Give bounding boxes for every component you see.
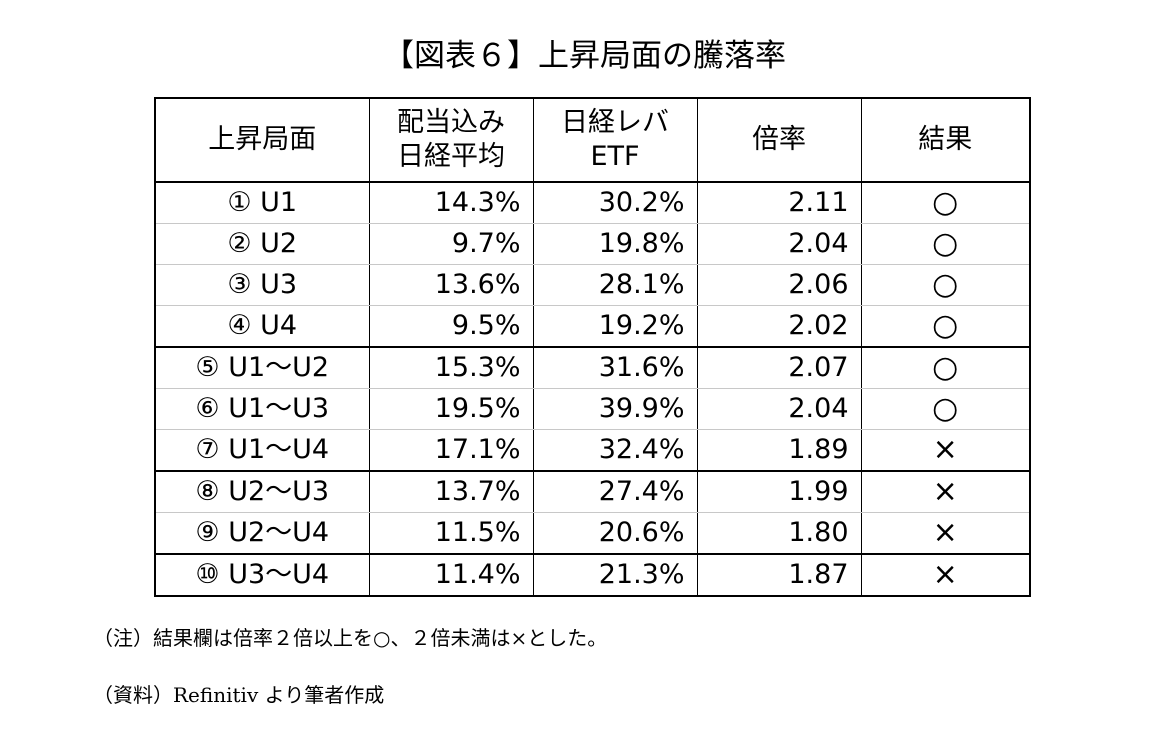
leverage-etf-table: 上昇局面 配当込み 日経平均 日経レバ ETF 倍率 結果 ① U1 14.3%…: [154, 97, 1031, 597]
header-etf-line1: 日経レバ: [561, 107, 669, 138]
cell-ratio: 1.87: [696, 554, 862, 597]
header-ratio-label: 倍率: [752, 124, 806, 155]
cell-nikkei: 13.7%: [368, 471, 534, 513]
header-ratio: 倍率: [696, 97, 862, 183]
cell-nikkei: 9.7%: [368, 223, 534, 265]
header-phase-label: 上昇局面: [208, 124, 317, 155]
cell-phase: ③ U3: [154, 264, 370, 306]
header-result-label: 結果: [918, 124, 973, 155]
header-etf-line2: ETF: [590, 141, 640, 172]
cell-ratio: 2.02: [696, 305, 862, 348]
cell-phase: ⑤ U1～U2: [154, 347, 370, 389]
cell-nikkei: 17.1%: [368, 429, 534, 472]
cell-phase: ① U1: [154, 182, 370, 224]
cell-etf: 31.6%: [532, 347, 698, 389]
table-row: ⑤ U1～U2 15.3% 31.6% 2.07 ○: [154, 347, 1031, 389]
cell-ratio: 2.06: [696, 264, 862, 306]
cell-ratio: 1.80: [696, 512, 862, 555]
cell-etf: 19.8%: [532, 223, 698, 265]
header-result: 結果: [860, 97, 1031, 183]
cell-result: ○: [860, 264, 1031, 306]
cell-nikkei: 9.5%: [368, 305, 534, 348]
header-nikkei: 配当込み 日経平均: [368, 97, 534, 183]
table-row: ⑦ U1～U4 17.1% 32.4% 1.89 ×: [154, 429, 1031, 472]
cell-result: ○: [860, 182, 1031, 224]
cell-nikkei: 11.4%: [368, 554, 534, 597]
cell-ratio: 1.89: [696, 429, 862, 472]
cell-phase: ⑩ U3～U4: [154, 554, 370, 597]
header-nikkei-line2: 日経平均: [397, 141, 505, 172]
cell-nikkei: 14.3%: [368, 182, 534, 224]
cell-etf: 39.9%: [532, 388, 698, 430]
cell-etf: 20.6%: [532, 512, 698, 555]
cell-phase: ② U2: [154, 223, 370, 265]
cell-etf: 19.2%: [532, 305, 698, 348]
table-row: ① U1 14.3% 30.2% 2.11 ○: [154, 182, 1031, 224]
header-phase: 上昇局面: [154, 97, 370, 183]
cell-result: ○: [860, 388, 1031, 430]
table-row: ③ U3 13.6% 28.1% 2.06 ○: [154, 264, 1031, 306]
cell-result: ○: [860, 305, 1031, 348]
cell-result: ○: [860, 347, 1031, 389]
source-note: （資料）Refinitiv より筆者作成: [93, 683, 385, 707]
table-row: ② U2 9.7% 19.8% 2.04 ○: [154, 223, 1031, 265]
header-etf: 日経レバ ETF: [532, 97, 698, 183]
cell-result: ×: [860, 554, 1031, 597]
table-row: ⑥ U1～U3 19.5% 39.9% 2.04 ○: [154, 388, 1031, 430]
cell-phase: ⑨ U2～U4: [154, 512, 370, 555]
cell-etf: 21.3%: [532, 554, 698, 597]
cell-ratio: 2.04: [696, 388, 862, 430]
cell-result: ×: [860, 512, 1031, 555]
cell-result: ○: [860, 223, 1031, 265]
cell-ratio: 1.99: [696, 471, 862, 513]
cell-nikkei: 19.5%: [368, 388, 534, 430]
cell-ratio: 2.11: [696, 182, 862, 224]
page-title: 【図表６】上昇局面の騰落率: [383, 38, 786, 74]
cell-etf: 28.1%: [532, 264, 698, 306]
cell-phase: ⑧ U2～U3: [154, 471, 370, 513]
table-row: ⑨ U2～U4 11.5% 20.6% 1.80 ×: [154, 512, 1031, 555]
cell-etf: 30.2%: [532, 182, 698, 224]
cell-nikkei: 15.3%: [368, 347, 534, 389]
cell-phase: ⑥ U1～U3: [154, 388, 370, 430]
cell-result: ×: [860, 429, 1031, 472]
cell-ratio: 2.07: [696, 347, 862, 389]
cell-etf: 27.4%: [532, 471, 698, 513]
table-row: ④ U4 9.5% 19.2% 2.02 ○: [154, 305, 1031, 348]
table-row: ⑧ U2～U3 13.7% 27.4% 1.99 ×: [154, 471, 1031, 513]
cell-phase: ⑦ U1～U4: [154, 429, 370, 472]
cell-phase: ④ U4: [154, 305, 370, 348]
table-row: ⑩ U3～U4 11.4% 21.3% 1.87 ×: [154, 554, 1031, 597]
table-footnote: （注）結果欄は倍率２倍以上を○、２倍未満は×とした。: [93, 626, 608, 650]
cell-ratio: 2.04: [696, 223, 862, 265]
cell-etf: 32.4%: [532, 429, 698, 472]
header-nikkei-line1: 配当込み: [397, 107, 505, 138]
table-header-row: 上昇局面 配当込み 日経平均 日経レバ ETF 倍率 結果: [154, 97, 1031, 183]
cell-nikkei: 11.5%: [368, 512, 534, 555]
cell-result: ×: [860, 471, 1031, 513]
cell-nikkei: 13.6%: [368, 264, 534, 306]
